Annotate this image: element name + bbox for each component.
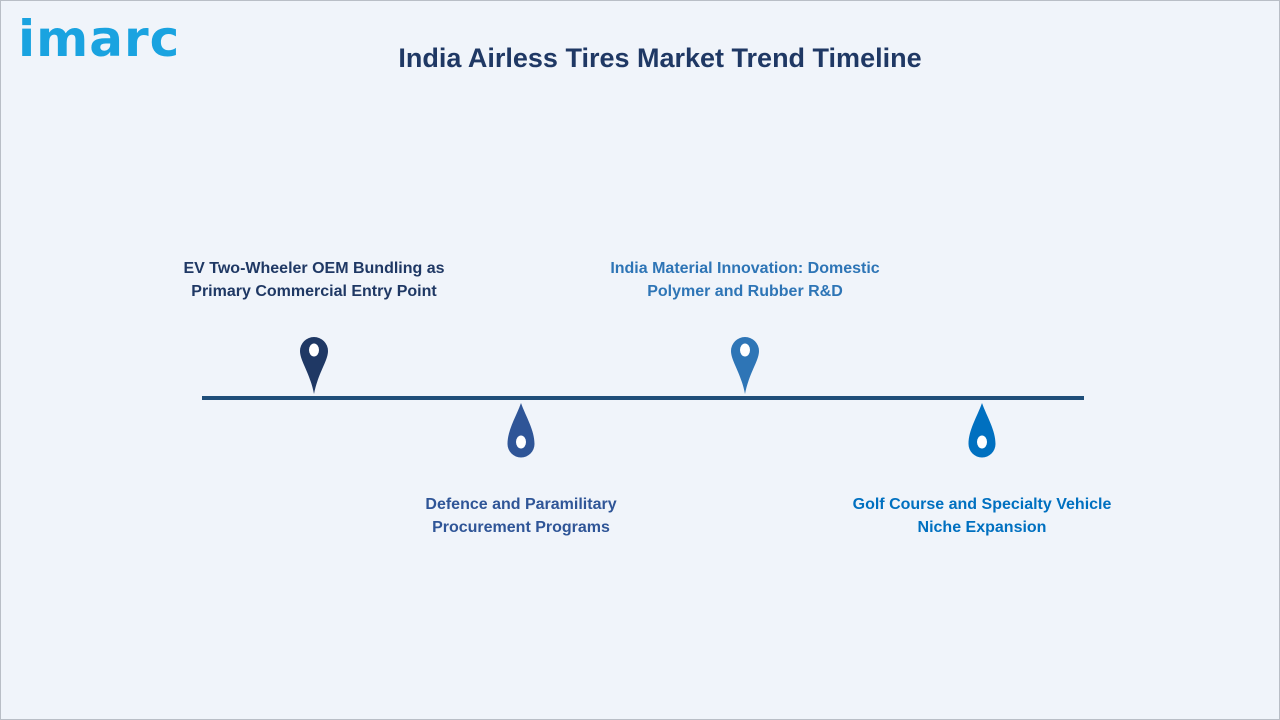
milestone-label-line: Golf Course and Specialty Vehicle [852,496,1112,513]
milestone-label-material: India Material Innovation: Domestic Polym… [585,257,905,303]
milestone-label-line: Procurement Programs [432,519,610,536]
milestone-label-defence: Defence and Paramilitary Procurement Prog… [361,493,681,539]
milestone-label-golf: Golf Course and Specialty Vehicle Niche E… [822,493,1142,539]
map-pin-icon [731,337,759,394]
map-pin-icon [300,337,328,394]
drop-pin-icon [968,403,996,458]
milestone-label-line: Polymer and Rubber R&D [647,283,843,300]
milestone-label-line: Primary Commercial Entry Point [191,283,437,300]
timeline-pins [300,337,996,458]
milestone-label-line: EV Two-Wheeler OEM Bundling as [183,260,445,277]
drop-pin-icon [507,403,535,458]
page-title: India Airless Tires Market Trend Timelin… [398,43,922,73]
milestone-label-line: Niche Expansion [917,519,1047,536]
milestone-label-line: Defence and Paramilitary [425,496,617,513]
imarc-logo: imarc [18,10,181,68]
milestone-label-line: India Material Innovation: Domestic [610,260,880,277]
milestone-label-ev-oem: EV Two-Wheeler OEM Bundling as Primary Co… [154,257,474,303]
